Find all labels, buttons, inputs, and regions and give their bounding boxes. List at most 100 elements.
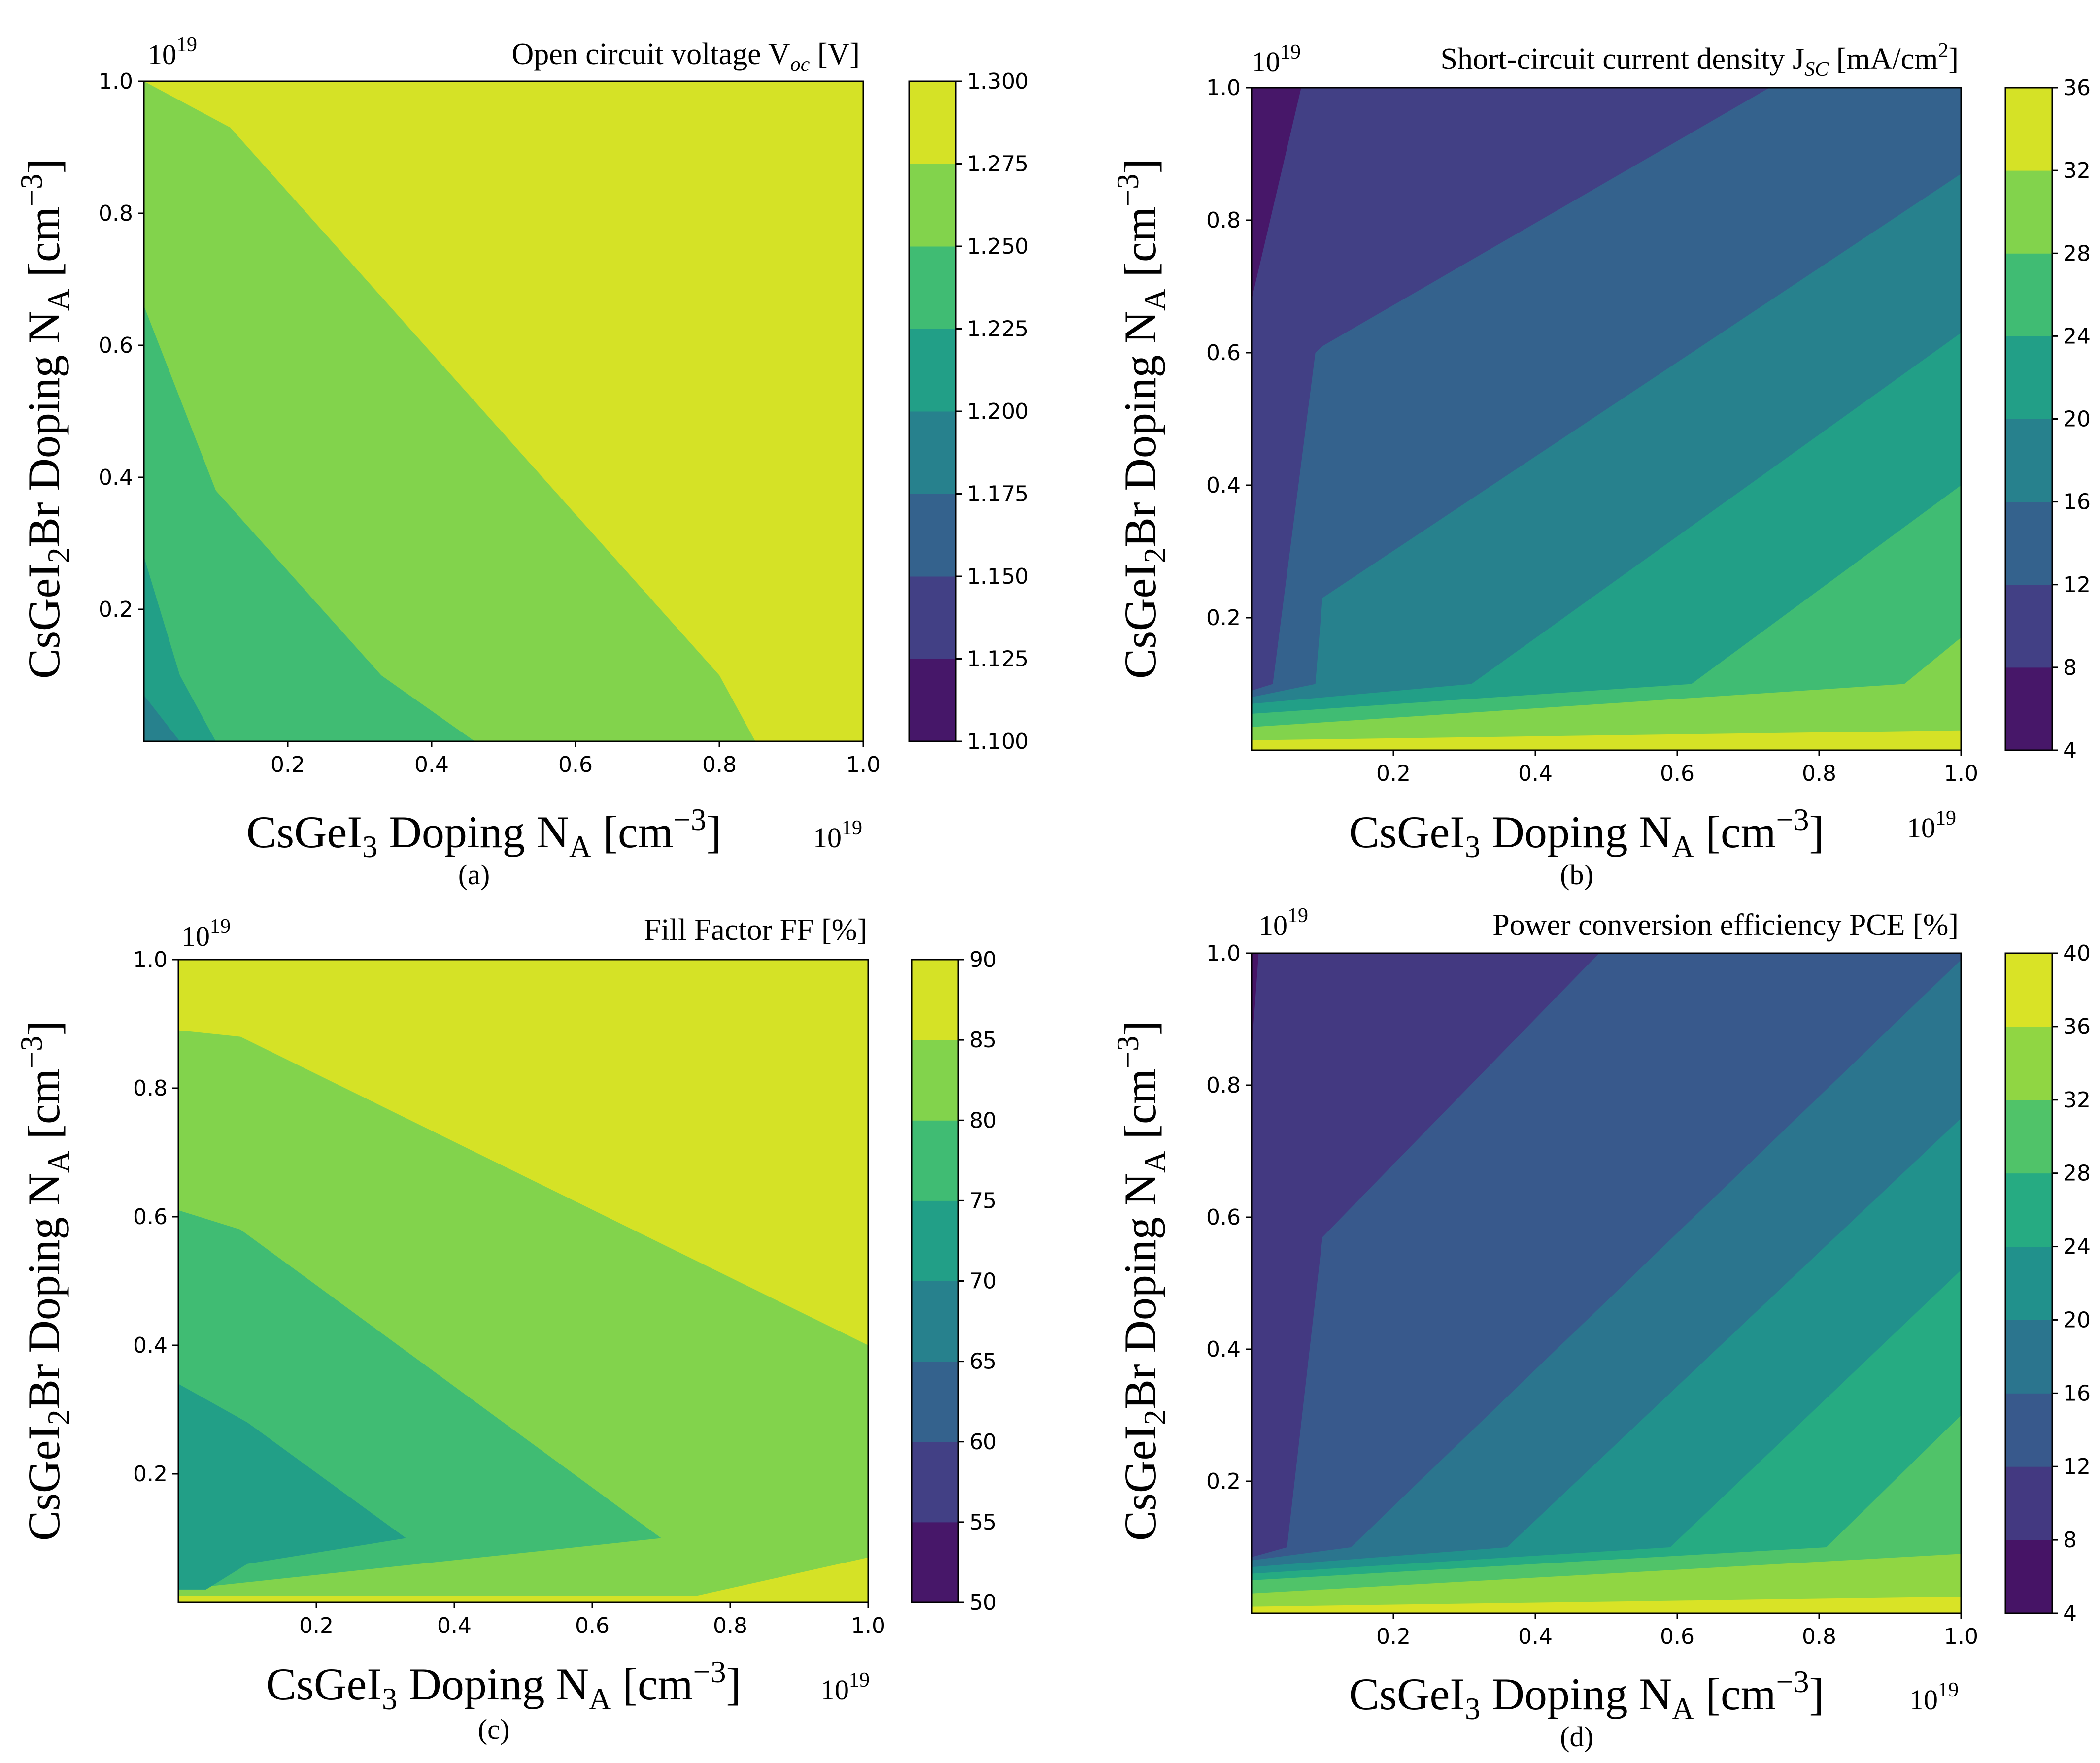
y-axis-exponent: 1019 — [148, 33, 197, 70]
colorbar-tick-label: 40 — [2063, 941, 2091, 966]
y-tick-label: 0.2 — [99, 597, 133, 622]
y-tick-label: 0.6 — [1206, 340, 1241, 366]
x-axis-label: CsGeI3 Doping NA [cm−3] — [266, 1655, 741, 1716]
x-tick-label: 0.8 — [1802, 1624, 1836, 1649]
colorbar-tick-label: 1.125 — [967, 647, 1029, 672]
colorbar-tick-label: 16 — [2063, 490, 2091, 515]
colorbar-tick-label: 75 — [969, 1188, 997, 1213]
colorbar-tick-label: 1.175 — [967, 482, 1029, 507]
colorbar: 50 55 60 65 70 75 80 85 90 — [911, 947, 997, 1615]
colorbar-segment — [2005, 501, 2052, 585]
x-tick-label: 0.6 — [1660, 1624, 1694, 1649]
colorbar-tick-label: 1.200 — [967, 399, 1029, 424]
contour-region-6 — [1252, 88, 1770, 691]
contour-regions — [1252, 953, 1961, 1613]
colorbar-segment — [909, 164, 956, 247]
colorbar-tick-label: 8 — [2063, 655, 2077, 680]
contour-region-3 — [144, 556, 216, 741]
panel-c: 0.2 0.4 0.6 0.8 1.0 0.2 0.4 0.6 0.8 1.0 1019 1019 Fi… — [14, 913, 997, 1745]
colorbar-segment — [2005, 1466, 2052, 1540]
contour-region-4 — [144, 695, 180, 741]
x-tick-label: 0.6 — [558, 752, 593, 777]
colorbar-tick-label: 32 — [2063, 158, 2091, 183]
x-tick-label: 1.0 — [1944, 1624, 1978, 1649]
contour-region-7 — [1252, 953, 1599, 1558]
colorbar-tick-label: 8 — [2063, 1528, 2077, 1553]
y-axis-label: CsGeI2Br Doping NA [cm−3] — [1111, 1021, 1172, 1541]
colorbar-tick-label: 36 — [2063, 75, 2091, 100]
colorbar-segment — [2005, 1540, 2052, 1614]
panel-a: 0.2 0.4 0.6 0.8 1.0 0.2 0.4 0.6 0.8 1.0 1019 1019 Op… — [14, 33, 1029, 891]
x-tick-label: 0.4 — [414, 752, 449, 777]
contour-region-7 — [1252, 88, 1301, 300]
chart-title: Power conversion efficiency PCE [%] — [1492, 908, 1959, 942]
x-axis-exponent: 1019 — [813, 817, 862, 854]
colorbar-tick-label: 60 — [969, 1430, 997, 1455]
colorbar-segment — [2005, 584, 2052, 668]
colorbar-tick-label: 70 — [969, 1269, 997, 1294]
y-axis-label: CsGeI2Br Doping NA [cm−3] — [14, 159, 76, 679]
colorbar-tick-label: 12 — [2063, 1454, 2091, 1479]
x-tick-label: 0.8 — [1802, 761, 1836, 786]
x-axis-label: CsGeI3 Doping NA [cm−3] — [1349, 1664, 1824, 1726]
plot-frame — [143, 80, 864, 742]
colorbar-segment — [912, 1200, 958, 1281]
colorbar-segment — [2005, 88, 2052, 171]
colorbar-segment — [2005, 1320, 2052, 1394]
colorbar-segment — [2005, 336, 2052, 419]
y-tick-label: 0.2 — [1206, 605, 1241, 631]
x-axis-exponent: 1019 — [1909, 1679, 1959, 1716]
colorbar-segment — [2005, 667, 2052, 751]
colorbar-tick-label: 1.225 — [967, 317, 1029, 342]
contour-region-1 — [144, 81, 755, 741]
colorbar-segment — [2005, 1246, 2052, 1320]
x-tick-label: 1.0 — [846, 752, 881, 777]
y-tick-label: 0.2 — [1206, 1469, 1241, 1494]
colorbar-segment — [912, 1120, 958, 1201]
colorbar-frame — [2004, 952, 2053, 1614]
colorbar-segment — [2005, 1099, 2052, 1174]
colorbar-tick-label: 65 — [969, 1349, 997, 1374]
chart-title: Short-circuit current density JSC [mA/cm… — [1441, 39, 1959, 81]
y-tick-label: 0.8 — [99, 201, 133, 226]
panel-caption: (b) — [1560, 859, 1593, 891]
y-tick-label: 1.0 — [99, 69, 133, 94]
colorbar-segment — [909, 494, 956, 577]
y-axis-exponent: 1019 — [1259, 904, 1308, 941]
colorbar-segment — [909, 81, 956, 164]
colorbar-tick-label: 4 — [2063, 738, 2077, 763]
x-tick-label: 0.4 — [1518, 1624, 1553, 1649]
panel-b: 0.2 0.4 0.6 0.8 1.0 0.2 0.4 0.6 0.8 1.0 1019 1019 Sh… — [1111, 39, 2091, 891]
x-tick-label: 0.2 — [1376, 1624, 1411, 1649]
colorbar-segment — [909, 659, 956, 742]
contour-region-2 — [144, 305, 475, 741]
colorbar-tick-label: 20 — [2063, 1307, 2091, 1332]
x-axis-exponent: 1019 — [1907, 807, 1956, 844]
y-tick-label: 0.8 — [1206, 1073, 1241, 1098]
colorbar-segment — [909, 246, 956, 329]
colorbar-tick-label: 50 — [969, 1590, 997, 1615]
y-tick-label: 1.0 — [1206, 75, 1241, 100]
contour-regions — [1252, 88, 1961, 750]
colorbar-segment — [2005, 419, 2052, 502]
colorbar-segment — [2005, 253, 2052, 336]
y-tick-label: 0.6 — [133, 1204, 168, 1230]
y-axis-exponent: 1019 — [1252, 41, 1301, 78]
panel-caption: (a) — [458, 859, 490, 891]
colorbar-segment — [909, 576, 956, 659]
x-tick-label: 0.4 — [1518, 761, 1553, 786]
colorbar-tick-label: 16 — [2063, 1381, 2091, 1406]
x-tick-label: 0.6 — [575, 1613, 610, 1638]
colorbar-tick-label: 20 — [2063, 407, 2091, 432]
plot-frame — [1251, 952, 1962, 1614]
x-tick-label: 0.4 — [437, 1613, 472, 1638]
colorbar-tick-label: 28 — [2063, 1161, 2091, 1186]
colorbar-segment — [912, 1361, 958, 1442]
colorbar-segment — [2005, 1026, 2052, 1100]
panel-caption: (c) — [478, 1713, 509, 1745]
plot-frame — [1251, 87, 1962, 751]
chart-title: Fill Factor FF [%] — [644, 913, 867, 947]
colorbar-segment — [912, 1040, 958, 1121]
y-tick-label: 0.8 — [1206, 208, 1241, 233]
colorbar-tick-label: 12 — [2063, 572, 2091, 598]
